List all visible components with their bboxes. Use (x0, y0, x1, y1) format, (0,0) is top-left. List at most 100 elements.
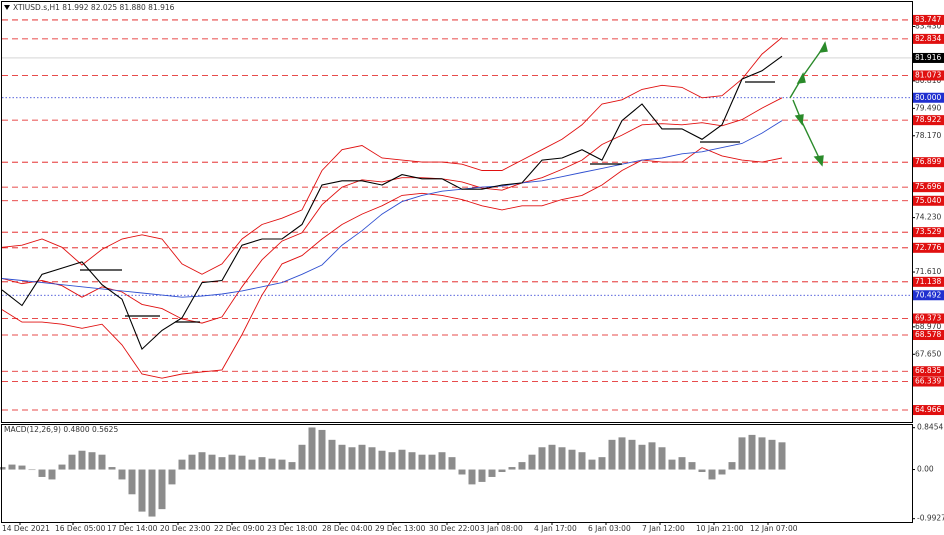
frame (1, 1, 913, 523)
level-tag (913, 70, 944, 81)
macd-bar (398, 449, 406, 470)
macd-bar (638, 444, 646, 470)
macd-bar (38, 469, 46, 477)
macd-bar (758, 437, 766, 470)
x-tick-label: 29 Dec 13:00 (375, 524, 426, 533)
level-label: 82.834 (915, 34, 941, 43)
price-line (1, 55, 783, 351)
level-tag (913, 290, 944, 301)
collapse-toggle[interactable] (4, 5, 10, 10)
macd-bar (8, 464, 16, 470)
level-label: 80.000 (915, 93, 941, 102)
macd-bar (778, 442, 786, 470)
x-tick-label: 6 Jan 03:00 (588, 524, 631, 533)
macd-bar (78, 450, 86, 470)
macd-bar (48, 469, 56, 480)
y-tick-label: 79.490 (915, 103, 941, 112)
level-tag (913, 182, 944, 193)
macd-bar (538, 447, 546, 470)
macd-bar (118, 469, 126, 480)
current-price-label: 81.916 (915, 53, 941, 62)
level-label: 66.339 (915, 377, 941, 386)
macd-bar (738, 437, 746, 470)
level-label: 75.040 (915, 196, 941, 205)
macd-bar (468, 469, 476, 485)
macd-bar (408, 452, 416, 470)
macd-bar (488, 469, 496, 477)
level-tag (913, 33, 944, 44)
macd-bar (138, 469, 146, 512)
x-tick-label: 10 Jan 21:00 (696, 524, 744, 533)
macd-bar (428, 454, 436, 470)
macd-bar (188, 454, 196, 470)
macd-bar (298, 444, 306, 470)
x-tick-label: 12 Jan 07:00 (750, 524, 798, 533)
x-tick-label: 22 Dec 09:00 (214, 524, 265, 533)
level-label: 81.073 (915, 70, 941, 79)
level-label: 70.492 (915, 290, 941, 299)
x-tick-label: 28 Dec 04:00 (322, 524, 373, 533)
macd-bar (748, 434, 756, 470)
x-tick-label: 17 Dec 14:00 (107, 524, 158, 533)
macd-bar (258, 457, 266, 470)
level-label: 72.776 (915, 243, 941, 252)
level-tag (913, 227, 944, 238)
macd-bar (418, 454, 426, 470)
macd-bar (358, 444, 366, 470)
macd-bar (168, 469, 176, 485)
indicator-line (1, 37, 783, 275)
level-tag (913, 376, 944, 387)
level-tag (913, 276, 944, 287)
macd-bar (678, 457, 686, 470)
level-tag (913, 92, 944, 103)
level-label: 73.529 (915, 227, 941, 236)
level-label: 68.578 (915, 330, 941, 339)
current-price-tag (913, 52, 944, 63)
y-tick-label: -0.9927 (917, 514, 944, 523)
level-label: 66.835 (915, 366, 941, 375)
macd-bar (728, 462, 736, 470)
indicator-line (1, 147, 783, 379)
macd-bar (628, 439, 636, 470)
level-tag (913, 14, 944, 25)
macd-bar (88, 452, 96, 470)
macd-bar (568, 449, 576, 470)
x-tick-label: 7 Jan 12:00 (642, 524, 685, 533)
level-label: 76.899 (915, 157, 941, 166)
level-label: 69.373 (915, 313, 941, 322)
macd-bar (198, 452, 206, 470)
level-tag (913, 405, 944, 416)
y-tick-label: 67.650 (915, 349, 941, 358)
macd-bar (18, 465, 26, 470)
macd-bar (598, 457, 606, 470)
macd-bar (68, 454, 76, 470)
macd-bar (768, 439, 776, 470)
projection-arrows (789, 41, 828, 167)
macd-bar (478, 469, 486, 482)
macd-bar (98, 454, 106, 470)
macd-bar (448, 457, 456, 470)
macd-bar (0, 467, 6, 470)
level-label: 83.747 (915, 15, 941, 24)
level-tag (913, 330, 944, 341)
macd-bar (58, 464, 66, 470)
macd-bar (128, 469, 136, 495)
macd-bar (288, 462, 296, 470)
x-tick-label: 23 Dec 18:00 (267, 524, 318, 533)
x-tick-label: 20 Dec 23:00 (160, 524, 211, 533)
macd-bar (518, 462, 526, 470)
macd-bar (708, 469, 716, 480)
level-label: 75.696 (915, 182, 941, 191)
indicator-title: MACD(12,26,9) 0.4800 0.5625 (4, 425, 118, 434)
macd-bar (458, 469, 466, 475)
level-label: 64.966 (915, 405, 941, 414)
macd-bar (278, 459, 286, 470)
macd-bar (378, 450, 386, 470)
y-tick-label: 78.170 (915, 131, 941, 140)
macd-bar (328, 439, 336, 470)
macd-bar (218, 457, 226, 470)
macd-bar (528, 454, 536, 470)
macd-bar (658, 447, 666, 470)
y-tick-label: 74.230 (915, 213, 941, 222)
